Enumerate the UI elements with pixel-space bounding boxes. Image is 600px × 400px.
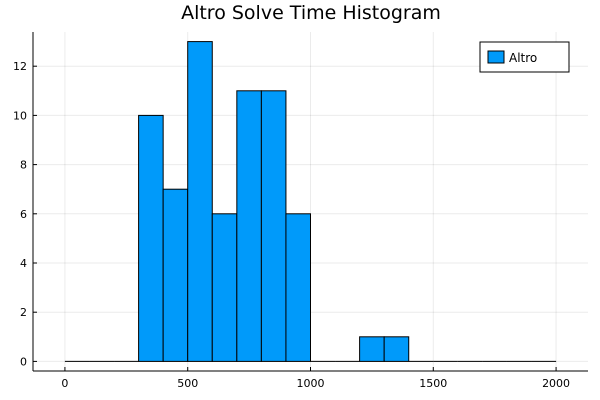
x-tick-label: 0: [61, 377, 68, 390]
bars: [64, 41, 557, 362]
x-tick-label: 2000: [542, 377, 570, 390]
tick-labels: 0 500 1000 1500 2000 0 2 4 6 8 10 12: [13, 60, 570, 390]
histogram-bar: [138, 114, 164, 362]
y-tick-label: 6: [20, 208, 27, 221]
x-tick-label: 500: [177, 377, 198, 390]
axes: [32, 32, 588, 372]
histogram-bar: [187, 41, 213, 362]
x-tick-label: 1000: [297, 377, 325, 390]
histogram-bar: [236, 90, 262, 362]
x-tick-label: 1500: [419, 377, 447, 390]
histogram-bar: [383, 336, 410, 362]
histogram-bar: [211, 213, 238, 362]
histogram-bar: [260, 90, 287, 362]
chart-title: Altro Solve Time Histogram: [181, 2, 441, 24]
y-tick-label: 8: [20, 159, 27, 172]
histogram-bar: [285, 213, 311, 362]
legend: Altro: [479, 41, 570, 73]
y-tick-label: 4: [20, 257, 27, 270]
y-tick-label: 10: [13, 109, 27, 122]
legend-swatch: [487, 50, 505, 64]
y-tick-label: 2: [20, 306, 27, 319]
y-tick-label: 12: [13, 60, 27, 73]
legend-box: [479, 41, 570, 73]
y-tick-label: 0: [20, 355, 27, 368]
histogram-bar: [162, 188, 189, 362]
histogram-bar: [359, 336, 385, 362]
legend-label: Altro: [509, 51, 537, 65]
